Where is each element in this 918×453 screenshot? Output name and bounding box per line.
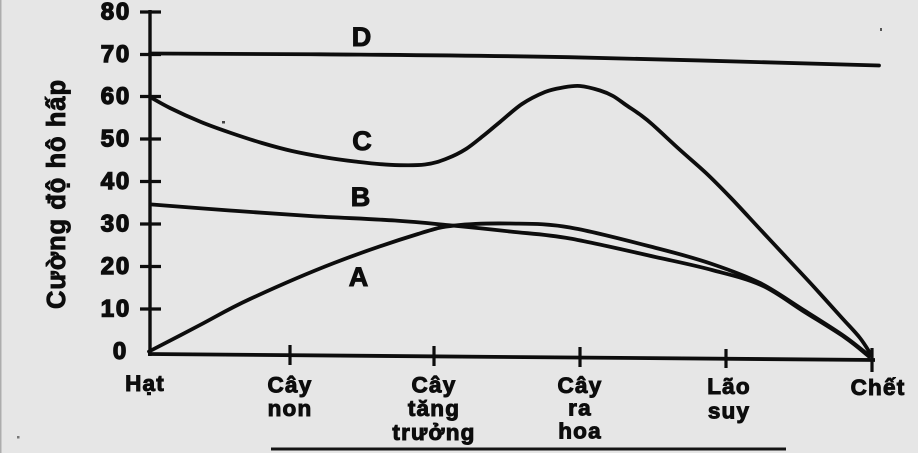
svg-text:hoa: hoa	[558, 419, 602, 444]
svg-text:B: B	[351, 182, 371, 212]
svg-text:Lão: Lão	[707, 374, 751, 399]
svg-text:Hạt: Hạt	[125, 371, 165, 396]
svg-text:non: non	[268, 396, 313, 421]
svg-text:0: 0	[113, 338, 128, 365]
svg-text:suy: suy	[708, 399, 750, 424]
svg-text:Cây: Cây	[558, 373, 603, 398]
svg-text:D: D	[352, 22, 372, 52]
svg-text:Cây: Cây	[412, 373, 457, 398]
svg-text:60: 60	[101, 83, 131, 110]
svg-text:ra: ra	[568, 396, 592, 421]
svg-text:Chết: Chết	[851, 375, 906, 400]
svg-text:A: A	[349, 262, 369, 292]
svg-text:Cây: Cây	[268, 373, 313, 398]
svg-text:10: 10	[101, 296, 131, 323]
svg-text:20: 20	[101, 253, 131, 280]
svg-text:trưởng: trưởng	[392, 420, 475, 445]
svg-text:50: 50	[101, 126, 131, 153]
svg-text:30: 30	[101, 211, 131, 238]
svg-text:80: 80	[101, 0, 131, 26]
svg-text:C: C	[352, 126, 372, 156]
svg-text:70: 70	[101, 41, 131, 68]
svg-text:40: 40	[101, 168, 131, 195]
svg-text:tăng: tăng	[408, 396, 460, 421]
svg-text:Cường độ hô hấp: Cường độ hô hấp	[43, 79, 71, 309]
